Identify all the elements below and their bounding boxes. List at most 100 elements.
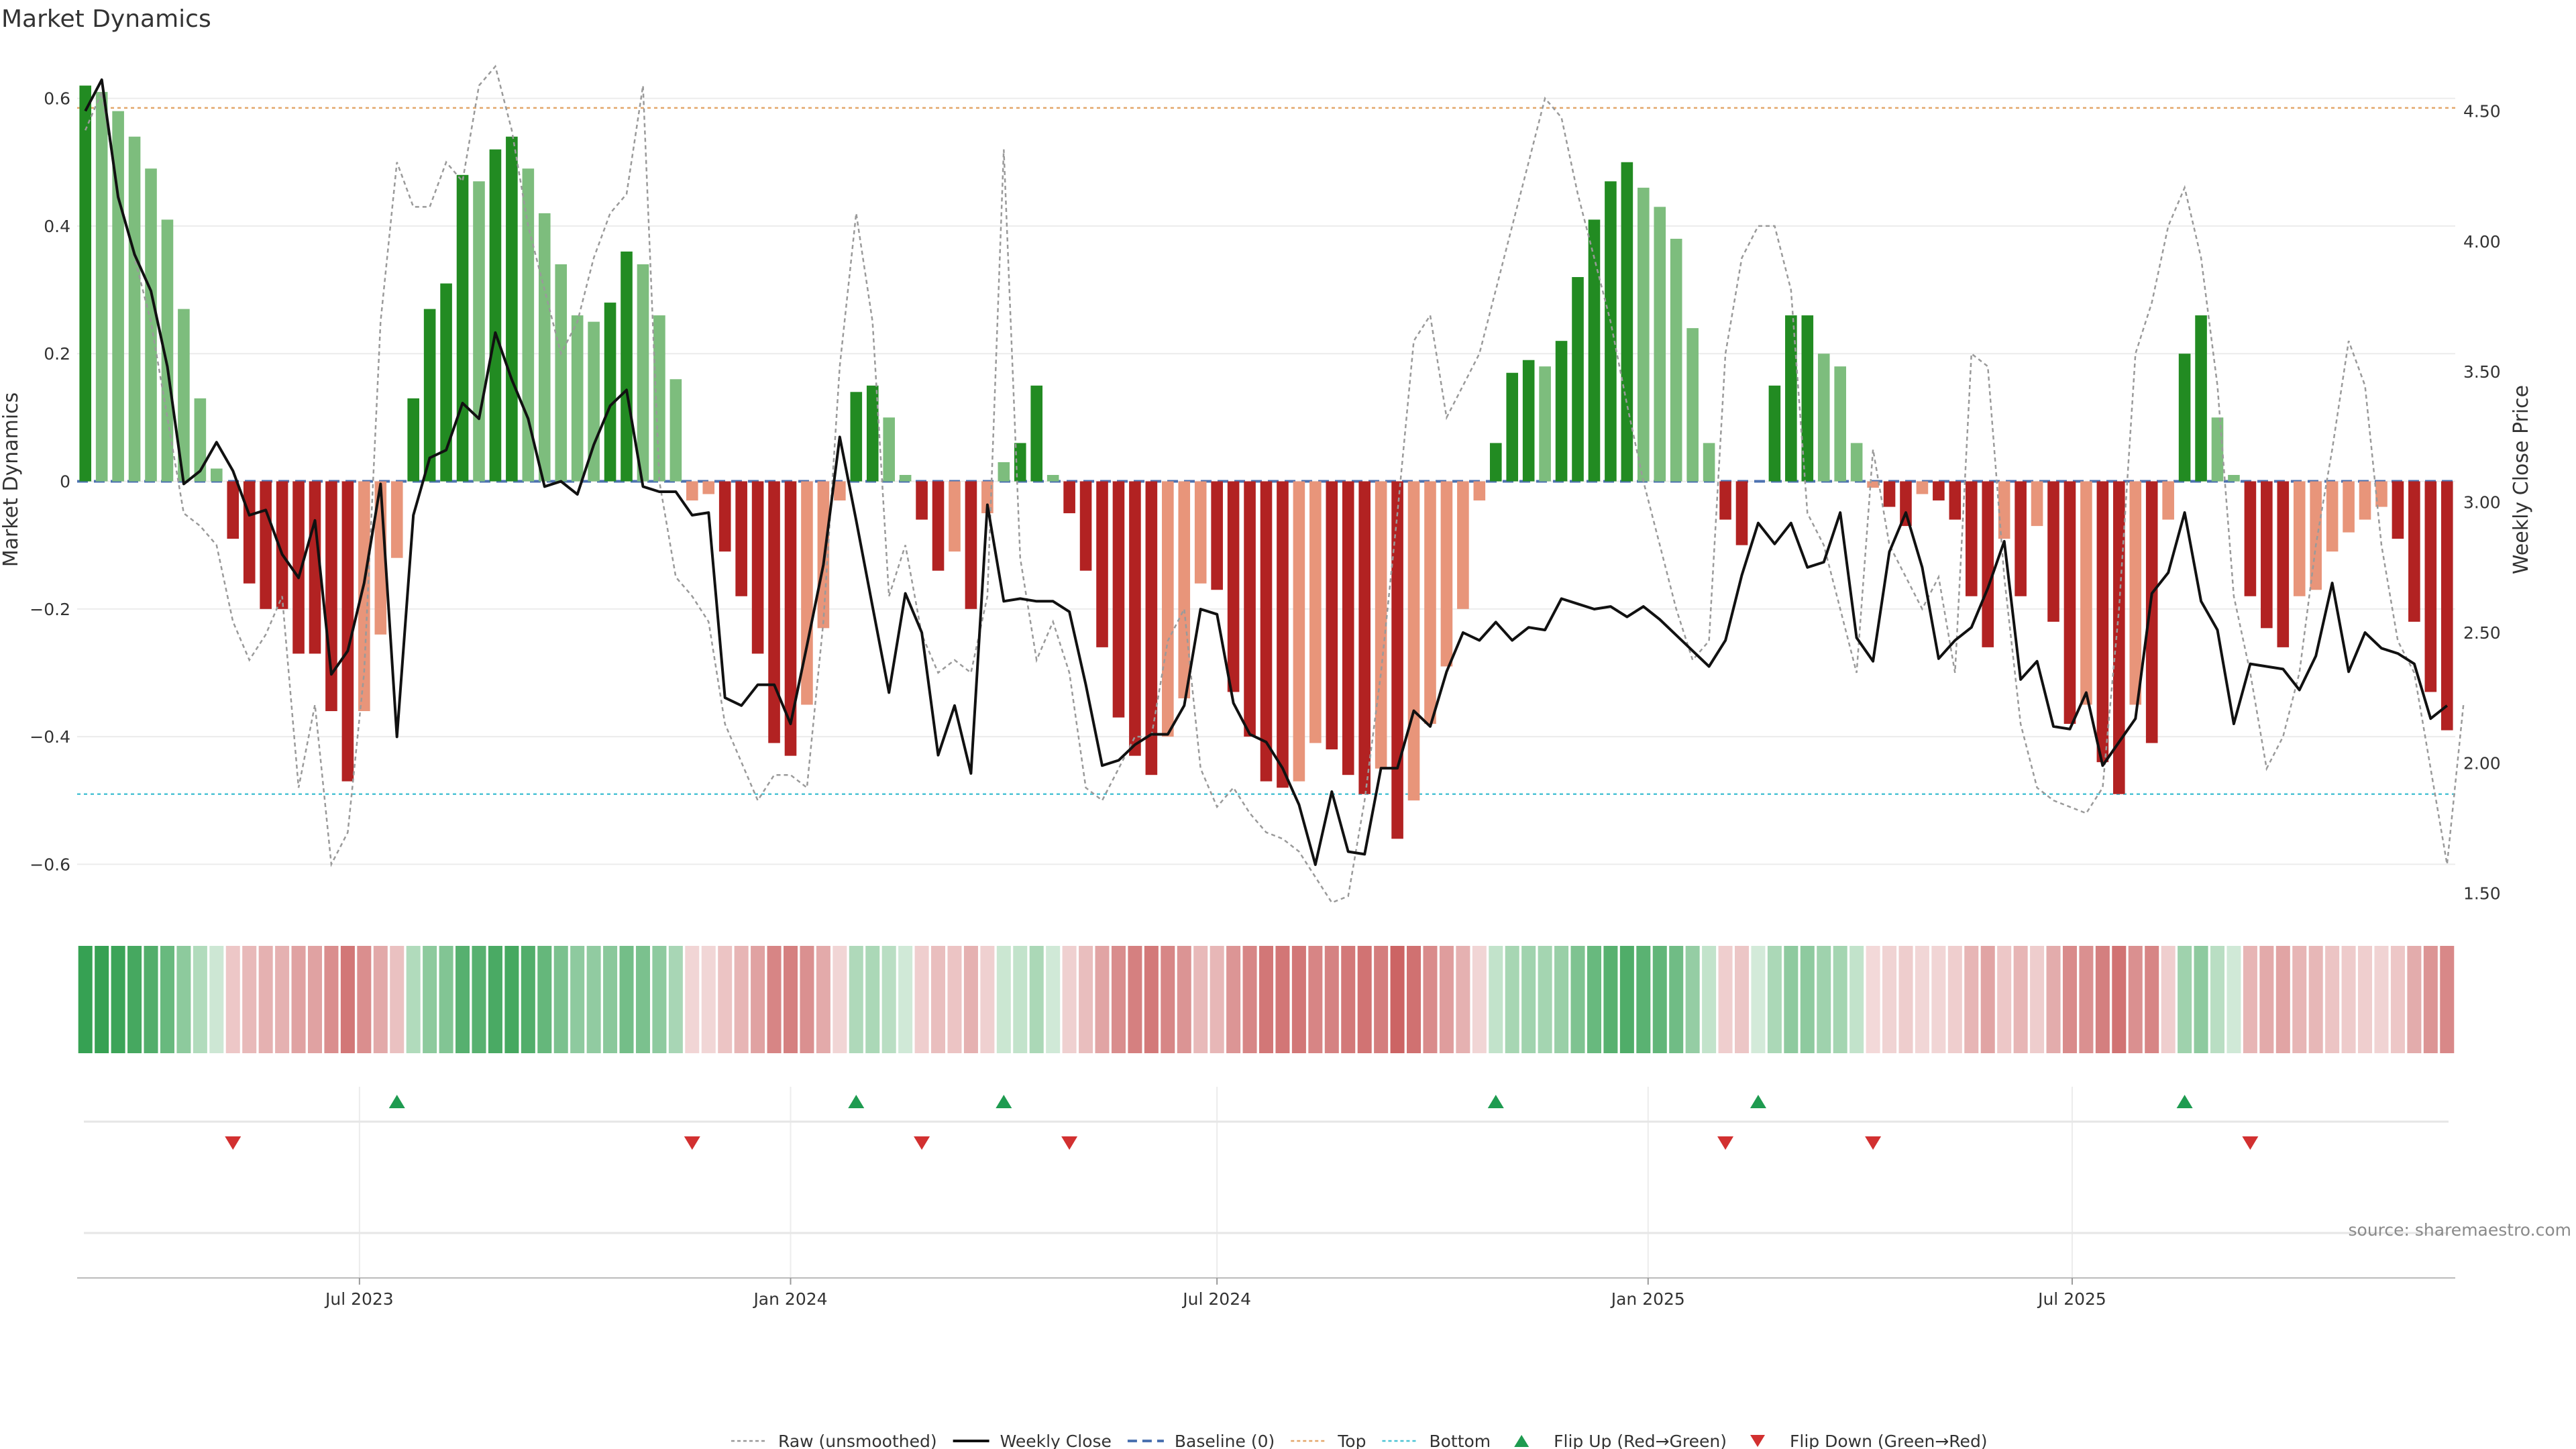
bar — [1277, 481, 1289, 788]
heat-cell — [1652, 946, 1667, 1053]
bar — [1473, 481, 1486, 501]
bar — [1768, 385, 1781, 482]
heat-cell — [849, 946, 863, 1053]
flip-up-marker — [2176, 1095, 2193, 1108]
bar — [604, 303, 616, 482]
bars — [79, 85, 2453, 839]
bar — [751, 481, 764, 654]
heat-cell — [439, 946, 453, 1053]
chart-title: Market Dynamics — [1, 5, 211, 33]
bar — [128, 136, 141, 482]
bar — [2310, 481, 2322, 590]
heat-cell — [2128, 946, 2143, 1053]
bar — [1178, 481, 1191, 699]
heat-cell — [816, 946, 830, 1053]
y-left-tick-label: 0 — [60, 472, 70, 492]
bar — [1014, 443, 1026, 482]
heat-cell — [2226, 946, 2241, 1053]
heat-cell — [800, 946, 814, 1053]
heat-cell — [2292, 946, 2307, 1053]
heat-cell — [2259, 946, 2274, 1053]
bar — [1046, 474, 1059, 482]
y-right-tick-label: 2.00 — [2463, 753, 2501, 773]
legend-item-label: Flip Up (Red→Green) — [1554, 1432, 1727, 1449]
heat-cell — [275, 946, 290, 1053]
bar — [1686, 328, 1699, 482]
heat-cell — [1636, 946, 1651, 1053]
heat-cell — [2275, 946, 2290, 1053]
bar — [1588, 219, 1601, 482]
bar — [1440, 481, 1453, 667]
heat-cell — [2390, 946, 2405, 1053]
heat-cell — [1734, 946, 1750, 1053]
bar — [1719, 481, 1731, 520]
heat-cell — [2407, 946, 2422, 1053]
x-tick-label: Jul 2023 — [324, 1289, 394, 1309]
bar — [440, 283, 452, 482]
heat-cell — [1718, 946, 1733, 1053]
bar — [768, 481, 780, 743]
heat-cell — [307, 946, 323, 1053]
weekly-close-line — [84, 78, 2449, 866]
bar — [2392, 481, 2404, 539]
heat-cell — [1193, 946, 1208, 1053]
heat-cell — [668, 946, 683, 1053]
bar — [981, 481, 994, 514]
heat-cell — [455, 946, 470, 1053]
y-left-tick-label: 0.2 — [44, 344, 70, 364]
heat-cell — [553, 946, 568, 1053]
heat-cell — [1784, 946, 1799, 1053]
heat-cell — [931, 946, 946, 1053]
x-tick-label: Jul 2024 — [1181, 1289, 1251, 1309]
right-axis-label: Weekly Close Price — [2510, 385, 2533, 574]
heat-cell — [2358, 946, 2373, 1053]
x-tick-label: Jan 2025 — [1610, 1289, 1685, 1309]
heat-cell — [242, 946, 257, 1053]
heat-cell — [881, 946, 896, 1053]
flip-up-marker — [388, 1095, 405, 1108]
bar — [1638, 187, 1650, 482]
heat-cell — [1570, 946, 1585, 1053]
heat-cell — [1800, 946, 1815, 1053]
y-right-tick-label: 3.50 — [2463, 362, 2501, 382]
bar — [1489, 443, 1502, 482]
heat-cell — [111, 946, 125, 1053]
heat-cell — [586, 946, 601, 1053]
bar — [1670, 238, 1682, 482]
heat-cell — [127, 946, 142, 1053]
heat-cell — [2030, 946, 2045, 1053]
heat-cell — [1439, 946, 1454, 1053]
bar — [1129, 481, 1141, 756]
heat-cell — [898, 946, 913, 1053]
bar — [637, 264, 649, 482]
bar — [1735, 481, 1748, 545]
bar — [998, 462, 1010, 482]
bar — [866, 385, 879, 482]
heat-cell — [209, 946, 224, 1053]
heat-cell — [357, 946, 372, 1053]
bar — [1145, 481, 1158, 775]
heat-cell — [95, 946, 109, 1053]
bar — [1194, 481, 1207, 584]
bar — [2178, 354, 2191, 482]
bar — [718, 481, 731, 552]
heat-cell — [2013, 946, 2028, 1053]
heat-cell — [1866, 946, 1880, 1053]
flip-down-marker — [1061, 1136, 1078, 1150]
heat-cell — [701, 946, 716, 1053]
bar — [260, 481, 272, 609]
bar — [506, 136, 518, 482]
y-left-tick-label: −0.6 — [30, 855, 70, 874]
heat-cell — [1489, 946, 1503, 1053]
heat-cell — [2062, 946, 2077, 1053]
heat-cell — [2374, 946, 2389, 1053]
heat-cell — [521, 946, 535, 1053]
raw-line — [85, 64, 2465, 904]
flip-down-marker — [1717, 1136, 1734, 1150]
heat-cell — [767, 946, 782, 1053]
heat-cell — [570, 946, 585, 1053]
heat-cell — [1177, 946, 1191, 1053]
heat-cell — [1095, 946, 1110, 1053]
y-left-tick-label: 0.6 — [44, 89, 70, 109]
bar — [621, 251, 633, 482]
